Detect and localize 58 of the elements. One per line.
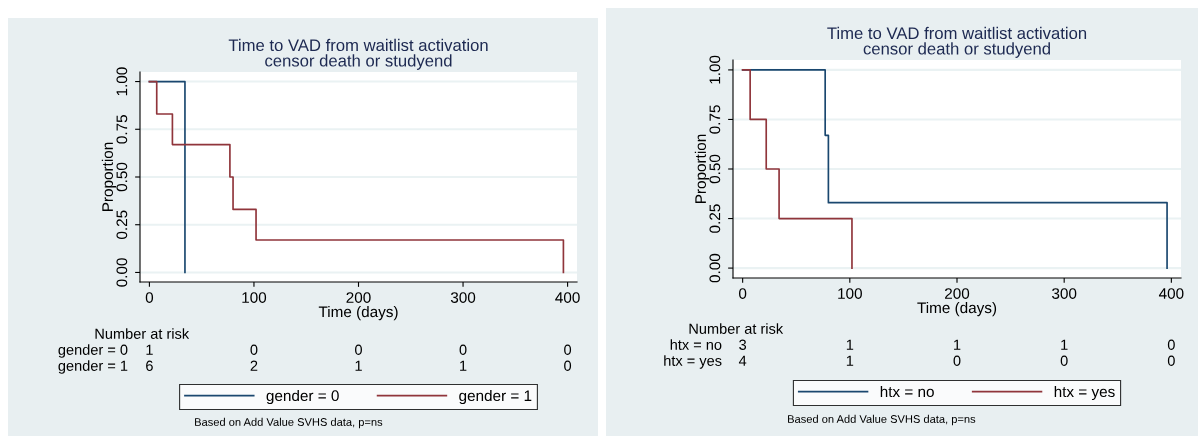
x-tick-label: 200: [346, 292, 371, 303]
y-tick-label: 0.00: [709, 253, 721, 283]
legend-label: htx = yes: [1054, 385, 1115, 401]
y-tick-label: 0.00: [116, 258, 128, 287]
text: 0: [1060, 355, 1068, 366]
x-tick-label: 200: [945, 288, 970, 299]
text: 1: [1061, 339, 1068, 350]
y-tick-label: 0.75: [116, 115, 128, 144]
x-tick-label: 300: [450, 292, 476, 303]
x-tick-label: 400: [555, 292, 580, 303]
text: 2: [250, 360, 258, 371]
x-axis-title: Time (days): [917, 301, 997, 317]
x-tick-label: 0: [738, 288, 747, 299]
y-tick-label: 0.25: [709, 204, 721, 233]
x-tick-label: 100: [838, 288, 862, 299]
text: gender = 0: [58, 344, 128, 358]
legend-label: gender = 0: [266, 389, 339, 405]
text: gender = 1: [58, 360, 128, 374]
x-tick-label: 0: [145, 292, 154, 303]
text: 4: [738, 355, 747, 366]
text: 0: [250, 344, 258, 355]
x-tick-label: 300: [1052, 288, 1077, 299]
text: 6: [146, 360, 153, 371]
text: htx = yes: [664, 355, 722, 369]
y-tick-label: 1.00: [116, 67, 128, 96]
chart-title: Time to VAD from waitlist activation censor death or studyend: [228, 38, 488, 70]
y-axis-title: Proportion: [101, 142, 117, 211]
y-tick-label: 0.50: [116, 162, 128, 192]
text: 0: [564, 344, 572, 355]
text: 1: [954, 339, 961, 350]
text: 1: [355, 360, 362, 371]
chart-title: Time to VAD from waitlist activation censor death or studyend: [827, 26, 1087, 58]
text: 0: [564, 360, 572, 371]
text: 0: [459, 344, 467, 355]
x-tick-label: 400: [1158, 288, 1184, 299]
text: 1: [846, 355, 854, 366]
text: 1: [846, 339, 854, 350]
text: Based on Add Value SVHS data, p=ns: [195, 417, 383, 429]
text: Number at risk: [689, 323, 784, 334]
text: 0: [355, 344, 362, 355]
text: 0: [953, 355, 961, 366]
text: 0: [1167, 355, 1175, 366]
x-axis-title: Time (days): [318, 305, 398, 321]
text: htx = no: [670, 339, 722, 350]
text: Based on Add Value SVHS data, p=ns: [788, 414, 976, 426]
legend-label: gender = 1: [459, 389, 532, 405]
text: 1: [146, 344, 153, 355]
y-tick-label: 0.75: [709, 105, 721, 134]
text: 3: [739, 339, 747, 350]
text: 1: [460, 360, 467, 371]
y-tick-label: 0.25: [116, 210, 128, 239]
y-tick-label: 1.00: [709, 55, 721, 84]
text: 0: [1167, 339, 1175, 350]
x-tick-label: 100: [242, 292, 267, 303]
legend-label: htx = no: [880, 385, 934, 398]
y-tick-label: 0.50: [709, 154, 721, 184]
text: Number at risk: [95, 328, 190, 339]
y-axis-title: Proportion: [694, 134, 710, 203]
